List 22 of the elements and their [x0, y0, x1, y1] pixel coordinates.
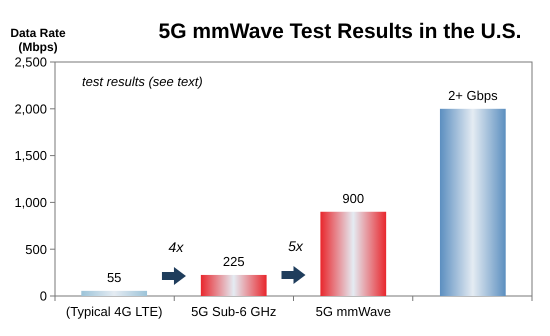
- data-label: 225: [222, 254, 245, 269]
- y-tick-label: 2,000: [14, 101, 47, 116]
- y-tick-label: 1,000: [14, 194, 47, 210]
- bar: [200, 274, 267, 296]
- data-label: 900: [342, 190, 364, 206]
- y-tick-label: 1,500: [14, 148, 47, 164]
- x-tick-label: 5G Sub-6 GHz: [191, 304, 276, 319]
- annotation: 4x: [168, 239, 184, 255]
- bar: [440, 108, 506, 296]
- y-axis-title: Data Rate (Mbps): [10, 26, 66, 54]
- x-tick-label: (Typical 4G LTE): [66, 304, 162, 319]
- y-tick-label: 0: [40, 288, 47, 304]
- x-tick-label: 5G mmWave: [316, 304, 391, 319]
- bar: [81, 290, 148, 296]
- annotation: test results (see text): [82, 74, 203, 89]
- data-label: 55: [106, 270, 122, 285]
- y-tick-label: 500: [25, 242, 47, 257]
- chart-title: 5G mmWave Test Results in the U.S.: [158, 20, 522, 43]
- data-label: 2+ Gbps: [448, 88, 498, 103]
- bar: [320, 212, 386, 296]
- annotation: 5x: [288, 238, 304, 254]
- y-tick-label: 2,500: [14, 54, 47, 70]
